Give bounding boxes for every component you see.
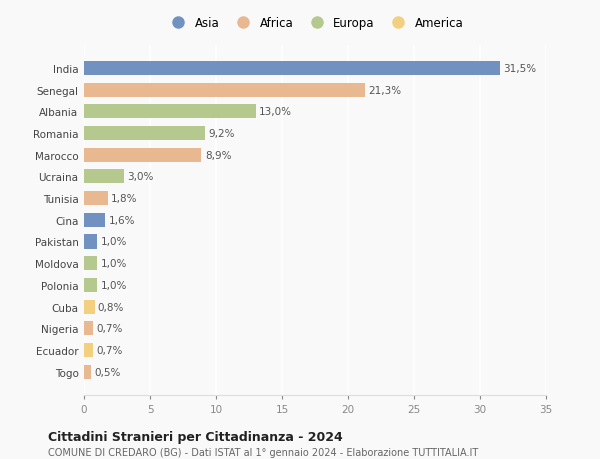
Bar: [84, 321, 93, 336]
Bar: [84, 170, 124, 184]
Text: 9,2%: 9,2%: [209, 129, 235, 139]
Text: COMUNE DI CREDARO (BG) - Dati ISTAT al 1° gennaio 2024 - Elaborazione TUTTITALIA: COMUNE DI CREDARO (BG) - Dati ISTAT al 1…: [48, 447, 478, 457]
Bar: [84, 213, 105, 227]
Bar: [84, 105, 256, 119]
Bar: [84, 235, 97, 249]
Text: 0,7%: 0,7%: [97, 345, 123, 355]
Bar: [84, 127, 205, 141]
Text: 0,7%: 0,7%: [97, 324, 123, 334]
Text: 1,0%: 1,0%: [101, 258, 127, 269]
Text: 3,0%: 3,0%: [127, 172, 153, 182]
Bar: [84, 300, 95, 314]
Bar: [84, 192, 108, 206]
Bar: [84, 84, 365, 97]
Text: 1,6%: 1,6%: [109, 215, 135, 225]
Bar: [84, 62, 500, 76]
Text: 1,0%: 1,0%: [101, 280, 127, 290]
Text: 21,3%: 21,3%: [368, 85, 401, 95]
Legend: Asia, Africa, Europa, America: Asia, Africa, Europa, America: [166, 17, 464, 30]
Text: 0,5%: 0,5%: [94, 367, 120, 377]
Text: 0,8%: 0,8%: [98, 302, 124, 312]
Bar: [84, 365, 91, 379]
Text: 8,9%: 8,9%: [205, 151, 231, 160]
Text: 1,8%: 1,8%: [111, 194, 137, 204]
Text: 13,0%: 13,0%: [259, 107, 292, 117]
Text: 31,5%: 31,5%: [503, 64, 536, 74]
Bar: [84, 343, 93, 357]
Bar: [84, 148, 202, 162]
Text: 1,0%: 1,0%: [101, 237, 127, 247]
Text: Cittadini Stranieri per Cittadinanza - 2024: Cittadini Stranieri per Cittadinanza - 2…: [48, 431, 343, 443]
Bar: [84, 278, 97, 292]
Bar: [84, 257, 97, 271]
